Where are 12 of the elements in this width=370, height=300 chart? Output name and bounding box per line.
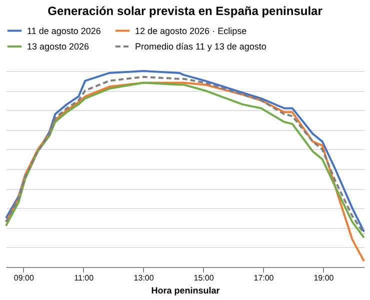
legend-label: 11 de agosto 2026 [27, 26, 101, 36]
x-tick-label: 13:00 [134, 274, 154, 282]
legend-label: Promedio días 11 y 13 de agosto [135, 42, 266, 52]
x-tick-label: 11:00 [74, 274, 94, 282]
x-tick-label: 09:00 [14, 274, 34, 282]
x-tick-label: 19:00 [314, 274, 334, 282]
legend-label: 12 de agosto 2026 · Eclipse [135, 26, 247, 36]
chart-title: Generación solar prevista en España peninsular [48, 4, 323, 18]
x-axis-title: Hora peninsular [151, 286, 220, 296]
legend-label: 13 agosto 2026 [27, 42, 90, 52]
x-tick-label: 17:00 [254, 274, 274, 282]
x-tick-label: 15:00 [194, 274, 214, 282]
